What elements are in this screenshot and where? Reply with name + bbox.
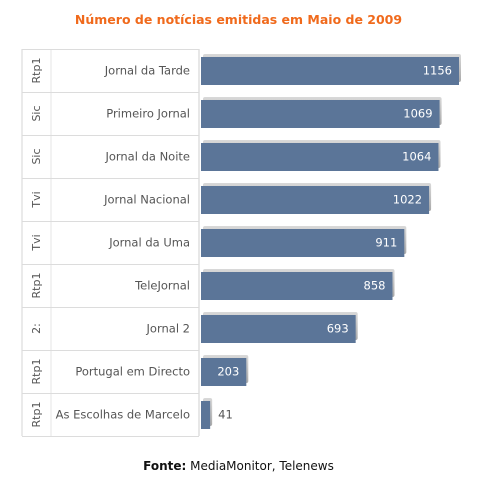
group-label: 2: xyxy=(30,323,43,334)
program-label: Jornal 2 xyxy=(146,322,190,336)
group-label: Tvi xyxy=(30,191,43,208)
chart-title: Número de notícias emitidas em Maio de 2… xyxy=(74,12,403,27)
program-label: Primeiro Jornal xyxy=(106,107,190,121)
bar xyxy=(201,229,405,257)
program-label: Portugal em Directo xyxy=(75,365,190,379)
source-label: Fonte: xyxy=(143,459,187,473)
bar xyxy=(201,401,211,429)
bar xyxy=(201,358,247,386)
bar xyxy=(201,186,430,214)
bar xyxy=(201,57,459,85)
group-label: Sic xyxy=(30,148,43,164)
data-label: 1069 xyxy=(403,107,432,121)
bar xyxy=(201,315,356,343)
program-label: As Escolhas de Marcelo xyxy=(56,408,190,422)
data-label: 858 xyxy=(364,279,386,293)
program-label: Jornal Nacional xyxy=(103,193,190,207)
bar xyxy=(201,143,439,171)
bar xyxy=(201,100,440,128)
source-text: MediaMonitor, Telenews xyxy=(186,459,334,473)
program-label: Jornal da Noite xyxy=(104,150,190,164)
bar-chart: Rtp1 Jornal da Tarde 1156 Sic Primeiro Jorna… xyxy=(21,49,461,437)
group-label: Rtp1 xyxy=(30,402,43,428)
group-label: Sic xyxy=(30,105,43,121)
group-label: Rtp1 xyxy=(30,359,43,385)
data-label: 203 xyxy=(217,365,239,379)
source-note: Fonte: MediaMonitor, Telenews xyxy=(0,459,477,473)
program-label: Jornal da Uma xyxy=(108,236,190,250)
group-label: Tvi xyxy=(30,234,43,251)
data-label: 693 xyxy=(327,322,349,336)
program-label: Jornal da Tarde xyxy=(104,64,190,78)
program-label: TeleJornal xyxy=(134,279,190,293)
data-label: 1064 xyxy=(402,150,431,164)
group-label: Rtp1 xyxy=(30,273,43,299)
data-label: 41 xyxy=(218,408,233,422)
data-label: 911 xyxy=(375,236,397,250)
data-label: 1156 xyxy=(423,64,452,78)
bar xyxy=(201,272,393,300)
data-label: 1022 xyxy=(393,193,422,207)
group-label: Rtp1 xyxy=(30,58,43,84)
